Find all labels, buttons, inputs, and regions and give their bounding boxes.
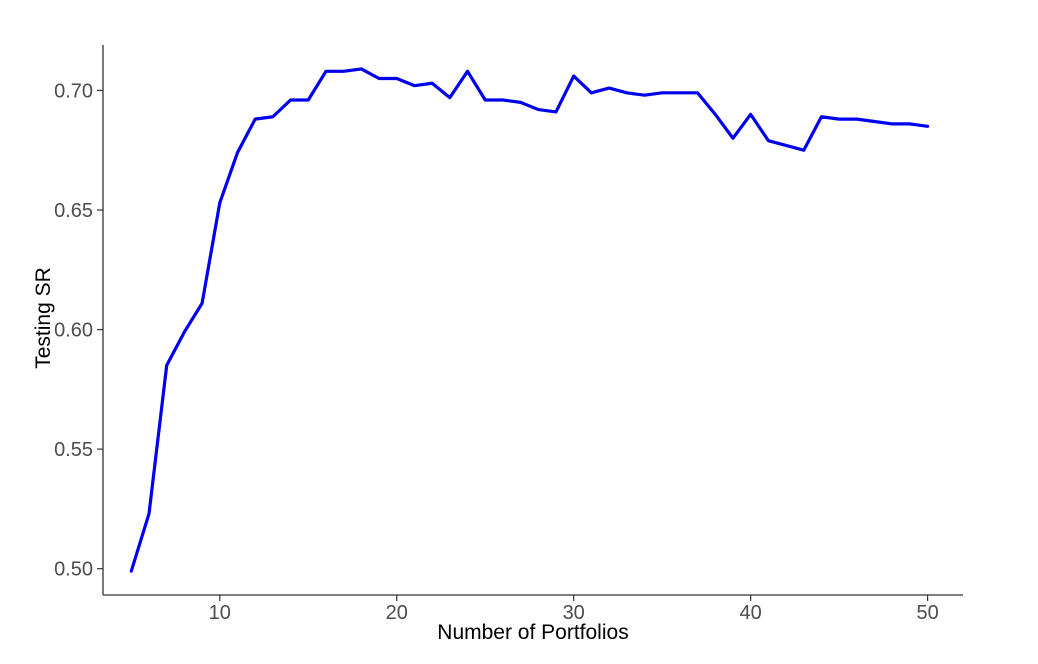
series-line <box>129 67 930 573</box>
x-axis-ticks: 10 20 30 40 50 <box>209 595 939 624</box>
series-layer <box>129 67 930 573</box>
y-tick-label: 0.60 <box>54 320 93 342</box>
x-tick-label: 40 <box>740 602 762 624</box>
y-tick-label: 0.65 <box>54 200 93 222</box>
x-tick-label: 50 <box>916 602 938 624</box>
x-tick-label: 10 <box>209 602 231 624</box>
y-axis-title: Testing SR <box>32 267 55 369</box>
x-tick-label: 20 <box>386 602 408 624</box>
axes <box>102 45 963 596</box>
y-tick-label: 0.70 <box>54 80 93 102</box>
x-tick-label: 30 <box>563 602 585 624</box>
x-axis-title: Number of Portfolios <box>437 621 628 644</box>
y-tick-label: 0.55 <box>54 439 93 461</box>
y-tick-label: 0.50 <box>54 559 93 581</box>
y-axis-ticks: 0.50 0.55 0.60 0.65 0.70 <box>54 80 103 581</box>
